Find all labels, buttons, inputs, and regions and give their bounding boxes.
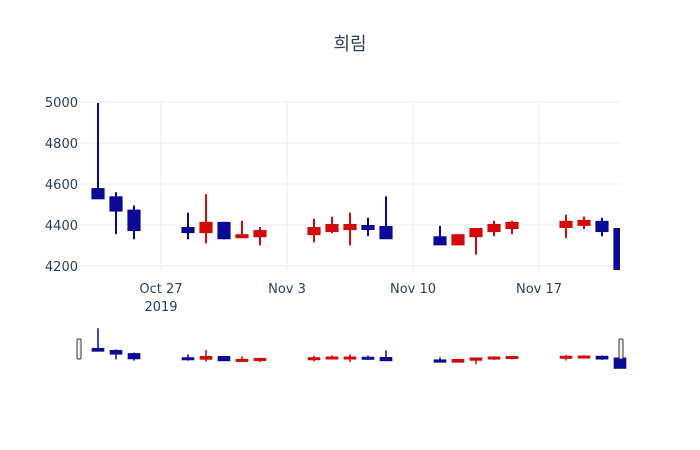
x-tick-year-label: 2019 — [144, 300, 177, 315]
candle — [325, 355, 339, 360]
candle — [379, 350, 393, 362]
chart-title: 희림 — [333, 34, 367, 55]
y-tick-label: 5000 — [45, 96, 78, 111]
candle — [307, 218, 321, 243]
candle — [199, 194, 213, 244]
candle — [469, 357, 483, 365]
candle — [109, 192, 123, 235]
candle — [127, 352, 141, 361]
candle — [325, 216, 339, 234]
y-tick-label: 4600 — [45, 178, 78, 193]
range-slider-right-handle[interactable] — [618, 338, 624, 360]
candle — [199, 349, 213, 362]
x-tick-label: Nov 17 — [516, 282, 562, 297]
x-tick-label: Nov 10 — [390, 282, 436, 297]
candle — [613, 228, 620, 270]
candle — [361, 355, 375, 360]
candle — [577, 216, 591, 230]
candle — [361, 217, 375, 237]
y-tick-label: 4200 — [45, 260, 78, 275]
candle — [487, 356, 501, 360]
candle — [235, 220, 249, 239]
candle — [577, 355, 591, 359]
candle — [487, 220, 501, 237]
candle — [343, 354, 357, 363]
candle — [595, 355, 609, 360]
candle — [91, 103, 105, 200]
candle — [253, 357, 267, 363]
x-axis: Oct 27 2019 Nov 3 Nov 10 Nov 17 — [139, 282, 562, 315]
candle — [433, 225, 447, 246]
candle — [307, 355, 321, 362]
candle — [181, 212, 195, 240]
y-axis: 4200 4400 4600 4800 5000 — [45, 96, 78, 275]
x-tick-label: Nov 3 — [268, 282, 306, 297]
candle — [505, 356, 519, 360]
y-tick-label: 4400 — [45, 219, 78, 234]
range-slider[interactable] — [76, 328, 627, 369]
candle — [379, 196, 393, 240]
candle — [235, 356, 249, 362]
candle — [343, 212, 357, 246]
candle — [253, 226, 267, 246]
candle — [433, 357, 447, 363]
candle — [181, 354, 195, 361]
candle — [595, 217, 609, 237]
candle — [559, 354, 573, 361]
candle — [109, 349, 123, 360]
candles — [91, 103, 620, 270]
x-tick-label: Oct 27 — [139, 282, 182, 297]
candle — [505, 220, 519, 235]
candle — [127, 205, 141, 240]
candle — [613, 357, 627, 369]
candle — [469, 228, 483, 255]
candle — [217, 356, 231, 362]
y-tick-label: 4800 — [45, 137, 78, 152]
range-slider-left-handle[interactable] — [76, 338, 82, 360]
candle — [451, 234, 465, 246]
candle — [451, 358, 465, 363]
candle — [559, 214, 573, 239]
candle — [91, 328, 105, 352]
candle — [217, 221, 231, 240]
